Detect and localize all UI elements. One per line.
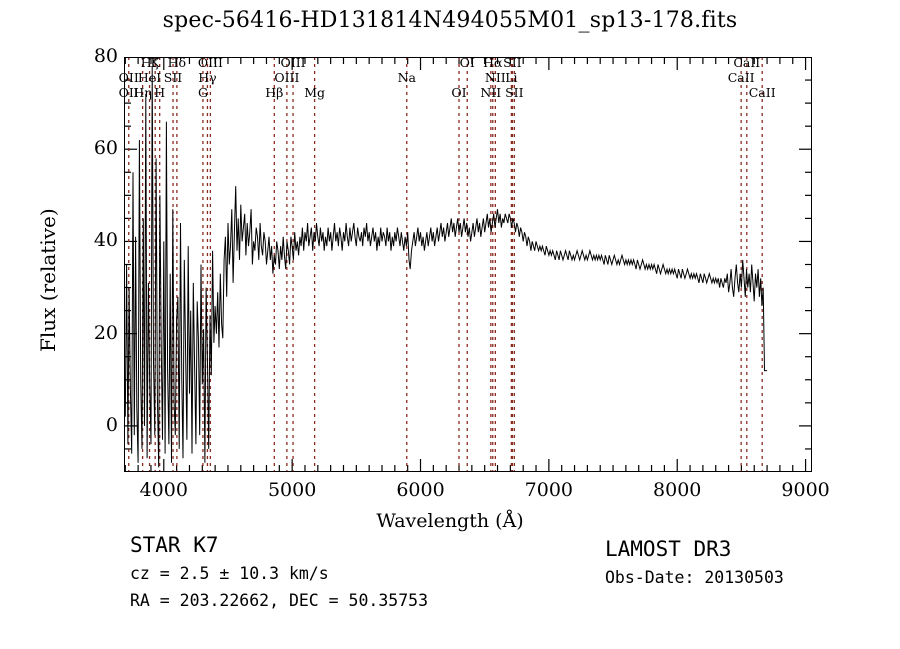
coordinates-value: RA = 203.22662, DEC = 50.35753 <box>130 591 429 610</box>
spectral-line-label: Hγ <box>198 70 217 85</box>
spectral-line-label: Hζ <box>140 55 159 70</box>
spectral-line-label: OIII <box>280 55 306 70</box>
plot-area <box>124 56 812 473</box>
spectral-line-label: SII <box>503 55 522 70</box>
spectrum-canvas <box>124 56 812 473</box>
spectral-line-label: CaII <box>727 70 755 85</box>
y-axis-label: Flux (relative) <box>36 208 60 352</box>
spectral-line-label: CaII <box>748 85 776 100</box>
spectral-line-label: SII <box>163 70 183 85</box>
spectral-line-label: Hα <box>483 55 503 70</box>
footer-right-block: LAMOST DR3 Obs-Date: 20130503 <box>605 534 784 591</box>
spectral-line-label: CaII <box>733 55 761 70</box>
y-tick-label: 20 <box>93 321 118 344</box>
spectral-line-label: NII <box>484 70 506 85</box>
spectral-line-label: Li <box>505 70 518 85</box>
spectral-line-label: Hδ <box>167 55 187 70</box>
spectral-line-label: OII <box>118 70 139 85</box>
spectral-line-label: G <box>197 85 208 100</box>
page-title: spec-56416-HD131814N494055M01_sp13-178.f… <box>162 8 738 33</box>
y-tick-label: 0 <box>105 413 118 436</box>
y-axis-tick-labels: 0 20 40 60 80 <box>66 0 118 649</box>
y-tick-label: 60 <box>93 137 118 160</box>
object-class: STAR K7 <box>130 533 219 557</box>
spectral-line-label: NII <box>480 85 502 100</box>
spectral-line-labels: OII OII Hζ HeI Hη H K SII Hδ Hγ G OIII Hβ OIII OIII Mg N… <box>0 55 900 100</box>
x-tick-label: 9000 <box>781 479 830 501</box>
y-tick-label: 80 <box>93 45 118 67</box>
x-axis-label: Wavelength (Å) <box>376 510 524 532</box>
x-tick-label: 6000 <box>396 479 445 501</box>
redshift-value: cz = 2.5 ± 10.3 km/s <box>130 564 329 583</box>
axes-frame <box>124 57 812 472</box>
x-tick-label: 7000 <box>524 479 574 501</box>
y-tick-label: 40 <box>93 229 118 252</box>
x-tick-label: 8000 <box>653 479 702 501</box>
spectral-line-label: SII <box>505 85 524 100</box>
spectral-line-label: OI <box>459 55 475 70</box>
spectral-line-label: OII <box>118 85 139 100</box>
spectral-line-label: K <box>150 55 160 70</box>
observation-date: Obs-Date: 20130503 <box>605 568 784 587</box>
spectral-line-label: OIII <box>274 70 300 85</box>
spectral-line-label: H <box>154 85 166 100</box>
spectral-line-label: HeI <box>137 70 162 85</box>
spectral-line-label: Hη <box>133 85 152 100</box>
spectral-line-label: Mg <box>304 85 326 100</box>
x-tick-label: 4000 <box>139 479 188 501</box>
spectral-line-label: OI <box>451 85 467 100</box>
spectral-line-label: OIII <box>197 55 223 70</box>
spectral-line-label: Hβ <box>265 85 284 100</box>
x-axis-tick-labels: 4000 5000 6000 7000 8000 9000 <box>0 481 900 509</box>
spectral-line-label: Na <box>397 70 416 85</box>
footer-info: STAR K7 cz = 2.5 ± 10.3 km/s RA = 203.22… <box>0 530 900 640</box>
x-tick-label: 5000 <box>267 479 317 501</box>
survey-name: LAMOST DR3 <box>605 537 732 561</box>
footer-left-block: STAR K7 cz = 2.5 ± 10.3 km/s RA = 203.22… <box>130 530 428 614</box>
